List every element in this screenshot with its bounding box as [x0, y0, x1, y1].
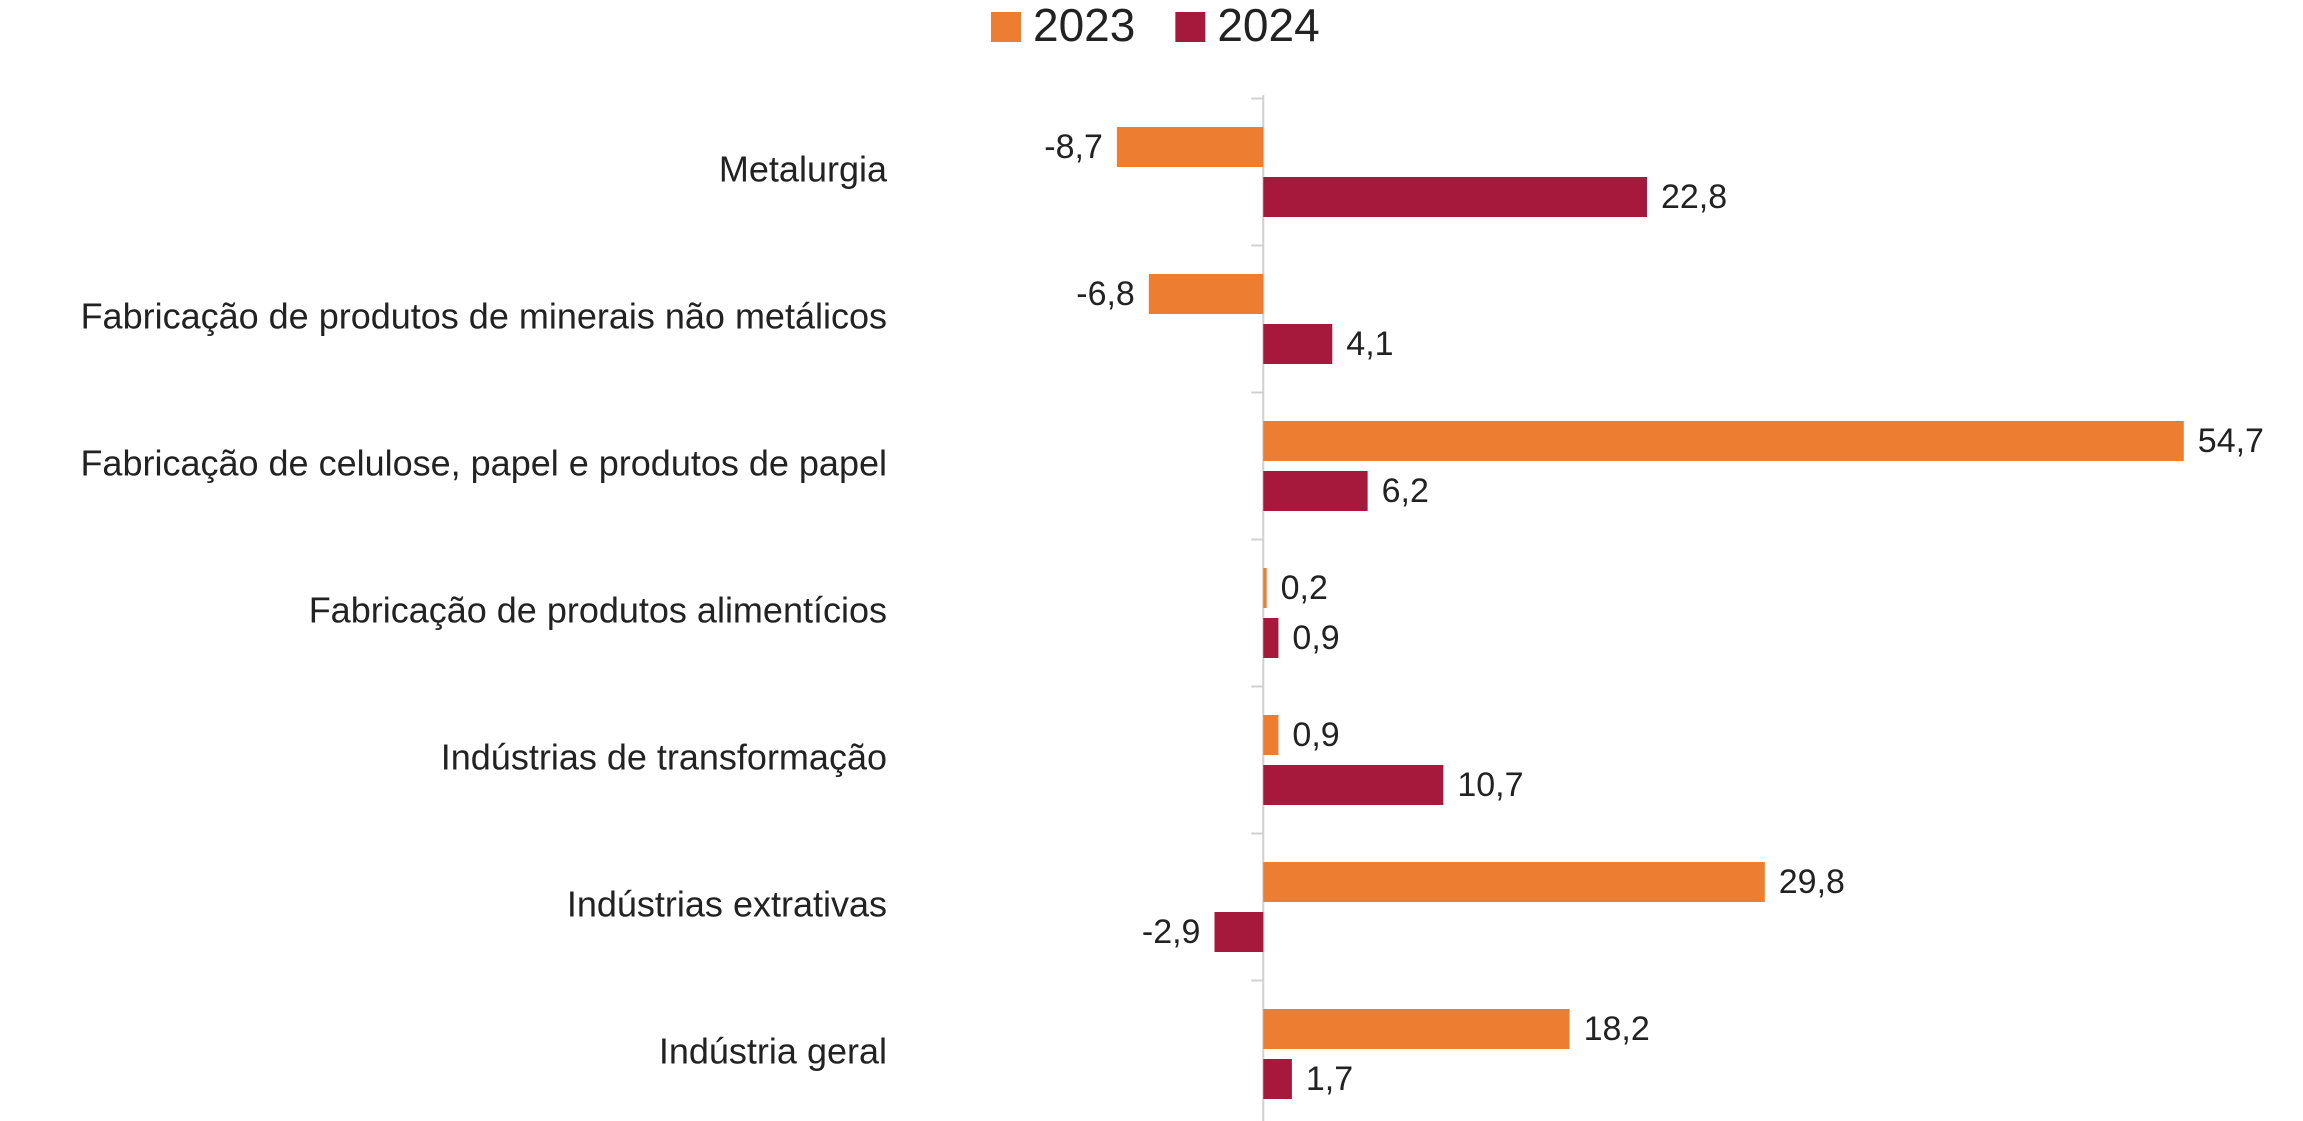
bar	[1214, 912, 1264, 952]
value-label: 0,9	[1292, 716, 1339, 754]
value-label: 54,7	[2198, 422, 2264, 460]
bar	[1263, 618, 1279, 658]
bar	[1263, 1059, 1292, 1099]
bar	[1263, 862, 1765, 902]
value-label: 6,2	[1382, 472, 1429, 510]
bar	[1148, 274, 1264, 314]
value-label: 0,9	[1292, 619, 1339, 657]
legend-label: 2023	[1033, 0, 1135, 51]
value-label: 0,2	[1281, 569, 1328, 607]
bar	[1263, 715, 1279, 755]
value-label: 29,8	[1779, 863, 1845, 901]
value-label: 18,2	[1584, 1010, 1650, 1048]
category-label: Fabricação de produtos alimentícios	[309, 590, 887, 631]
category-label: Fabricação de celulose, papel e produtos…	[80, 443, 887, 484]
category-label: Indústria geral	[659, 1031, 887, 1072]
value-label: -2,9	[1142, 913, 1201, 951]
category-label: Fabricação de produtos de minerais não m…	[81, 296, 887, 337]
category-label: Indústrias de transformação	[441, 737, 887, 778]
value-label: 10,7	[1457, 766, 1523, 804]
bar	[1263, 324, 1333, 364]
legend-label: 2024	[1217, 0, 1319, 51]
category-label: Indústrias extrativas	[567, 884, 887, 925]
bar	[1263, 421, 2184, 461]
value-label: -6,8	[1076, 275, 1135, 313]
bar	[1263, 471, 1368, 511]
value-label: 4,1	[1346, 325, 1393, 363]
value-label: -8,7	[1044, 128, 1103, 166]
value-label: 1,7	[1306, 1060, 1353, 1098]
bar	[1263, 177, 1647, 217]
legend-swatch	[1175, 12, 1206, 42]
bar	[1263, 765, 1444, 805]
bar	[1116, 127, 1264, 167]
bar	[1263, 1009, 1570, 1049]
category-label: Metalurgia	[719, 149, 888, 190]
legend-swatch	[991, 12, 1021, 42]
value-label: 22,8	[1661, 178, 1727, 216]
bar	[1263, 568, 1267, 608]
